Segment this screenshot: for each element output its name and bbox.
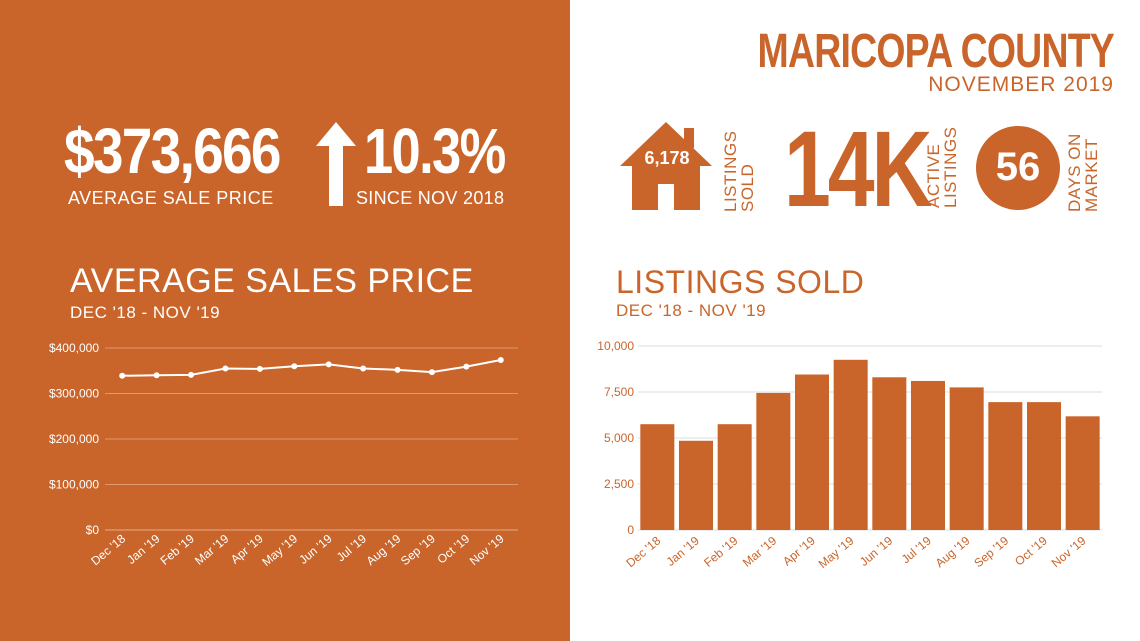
x-tick-label: Aug '19 (364, 531, 404, 568)
price-chart-subtitle: DEC '18 - NOV '19 (70, 303, 221, 322)
x-tick-label: Apr '19 (228, 531, 266, 566)
x-tick-label: Sep '19 (971, 533, 1011, 570)
right-panel (570, 0, 1140, 641)
listings-bar (949, 387, 984, 530)
y-tick-label: $300,000 (49, 387, 99, 401)
x-tick-label: Feb '19 (158, 531, 198, 567)
county-title: MARICOPA COUNTY (757, 25, 1115, 78)
x-tick-label: Feb '19 (701, 533, 741, 569)
active-listings-label-line2: LISTINGS (941, 126, 960, 208)
price-point (394, 366, 401, 373)
listings-bar (910, 380, 946, 530)
x-tick-label: Nov '19 (467, 531, 507, 568)
x-tick-label: Nov '19 (1049, 533, 1089, 570)
y-tick-label: 2,500 (604, 477, 634, 491)
price-point (325, 361, 332, 368)
listings-bar (717, 424, 752, 530)
price-point (256, 365, 263, 372)
house-icon (620, 122, 712, 210)
listings-bar (1026, 402, 1062, 530)
x-tick-label: Mar '19 (192, 531, 232, 567)
y-tick-label: $200,000 (49, 432, 99, 446)
arrow-up-icon (316, 122, 356, 206)
price-point (153, 372, 160, 379)
active-listings-label: ACTIVE LISTINGS (924, 126, 960, 208)
listings-chart-subtitle: DEC '18 - NOV '19 (616, 301, 767, 320)
change-percent-label: SINCE NOV 2018 (356, 188, 505, 208)
x-tick-label: Aug '19 (933, 533, 973, 570)
listings-bar-chart: 0 2,500 5,000 7,500 10,000 Dec '18 Jan '19 Feb … (597, 339, 1102, 571)
x-tick-label: May '19 (259, 531, 300, 569)
y-tick-label: $0 (86, 523, 100, 537)
listings-sold-label-line1: LISTINGS (721, 130, 740, 212)
days-on-market-value: 56 (995, 145, 1041, 189)
x-tick-label: Dec '18 (623, 533, 663, 570)
listings-bar (1065, 416, 1100, 530)
left-panel (0, 0, 570, 641)
price-point (463, 363, 470, 370)
x-tick-label: Jan '19 (664, 533, 703, 569)
report-month: NOVEMBER 2019 (928, 73, 1114, 96)
x-tick-label: Oct '19 (1012, 533, 1050, 568)
x-tick-label: Jun '19 (296, 531, 335, 567)
listings-bar (640, 424, 675, 530)
listings-bar (988, 402, 1023, 530)
price-point (360, 365, 367, 372)
change-percent-value: 10.3% (364, 115, 506, 187)
x-tick-label: Apr '19 (780, 533, 818, 568)
days-on-market-circle (976, 126, 1060, 210)
y-tick-label: 5,000 (604, 431, 634, 445)
active-listings-value: 14K (784, 108, 932, 229)
price-point (222, 365, 229, 372)
price-chart-title: AVERAGE SALES PRICE (70, 262, 474, 300)
days-on-market-label-line2: MARKET (1082, 138, 1101, 212)
average-sale-price-value: $373,666 (64, 115, 282, 187)
listings-chart-title: LISTINGS SOLD (616, 264, 865, 300)
price-point (497, 356, 504, 363)
active-listings-label-line1: ACTIVE (924, 143, 943, 208)
listings-bar (872, 377, 907, 530)
x-tick-label: Oct '19 (434, 531, 472, 566)
listings-bar (756, 392, 791, 530)
y-tick-label: $400,000 (49, 341, 99, 355)
price-series-line (122, 359, 501, 377)
x-tick-label: Jan '19 (124, 531, 163, 567)
y-tick-label: $100,000 (49, 478, 99, 492)
x-tick-label: Sep '19 (398, 531, 438, 568)
days-on-market-label: DAYS ON MARKET (1065, 133, 1101, 212)
y-tick-label: 10,000 (597, 339, 634, 353)
x-tick-label: Jun '19 (857, 533, 896, 569)
x-tick-label: Mar '19 (740, 533, 780, 569)
price-point (119, 372, 126, 379)
x-tick-label: May '19 (816, 533, 857, 571)
y-tick-label: 7,500 (604, 385, 634, 399)
listings-sold-label-line2: SOLD (738, 163, 757, 212)
days-on-market-label-line1: DAYS ON (1065, 133, 1084, 212)
listings-bar (678, 440, 714, 530)
price-point (428, 369, 435, 376)
average-sale-price-label: AVERAGE SALE PRICE (68, 188, 274, 208)
listings-bar (794, 374, 830, 530)
listings-bar (833, 359, 868, 530)
price-point (291, 363, 298, 370)
x-tick-label: Jul '19 (899, 533, 935, 566)
price-point (188, 371, 195, 378)
listings-sold-label: LISTINGS SOLD (721, 130, 757, 212)
listings-sold-value: 6,178 (644, 148, 690, 168)
y-tick-label: 0 (627, 523, 634, 537)
